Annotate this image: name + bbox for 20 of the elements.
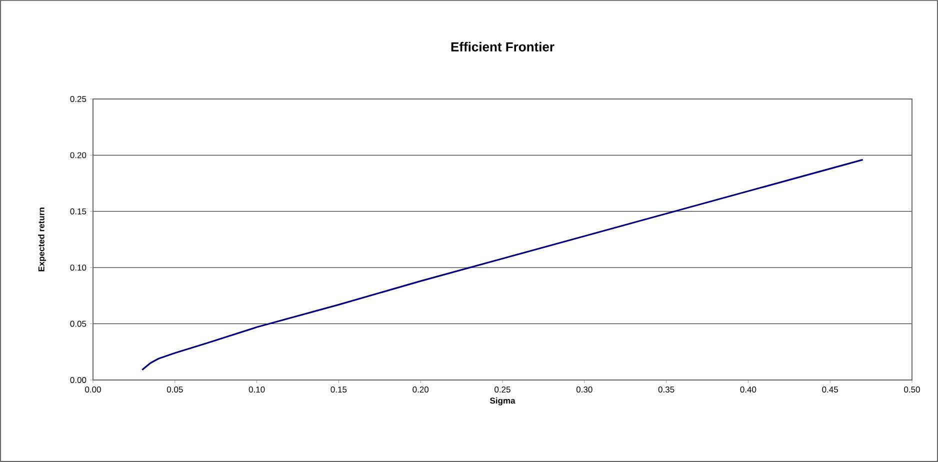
y-tick-label: 0.00	[70, 376, 86, 383]
x-tick-label: 0.15	[330, 386, 347, 393]
y-tick-label: 0.10	[70, 264, 86, 271]
y-axis-title: Expected return	[38, 208, 46, 272]
x-tick-label: 0.20	[412, 386, 429, 393]
chart-title: Efficient Frontier	[451, 42, 554, 52]
x-tick-label: 0.10	[248, 386, 265, 393]
x-tick-label: 0.00	[85, 386, 101, 393]
x-tick-label: 0.05	[166, 386, 183, 393]
y-tick-label: 0.20	[70, 152, 86, 158]
x-tick-label: 0.40	[740, 386, 756, 393]
x-tick-label: 0.45	[822, 386, 838, 393]
y-tick-label: 0.25	[70, 96, 86, 102]
x-tick-label: 0.25	[494, 386, 510, 393]
x-tick-label: 0.35	[658, 386, 674, 393]
y-tick-label: 0.15	[70, 208, 86, 214]
x-tick-label: 0.30	[576, 386, 592, 393]
x-axis-title: Sigma	[490, 397, 516, 406]
y-tick-label: 0.05	[70, 320, 86, 327]
x-tick-label: 0.50	[904, 386, 920, 393]
